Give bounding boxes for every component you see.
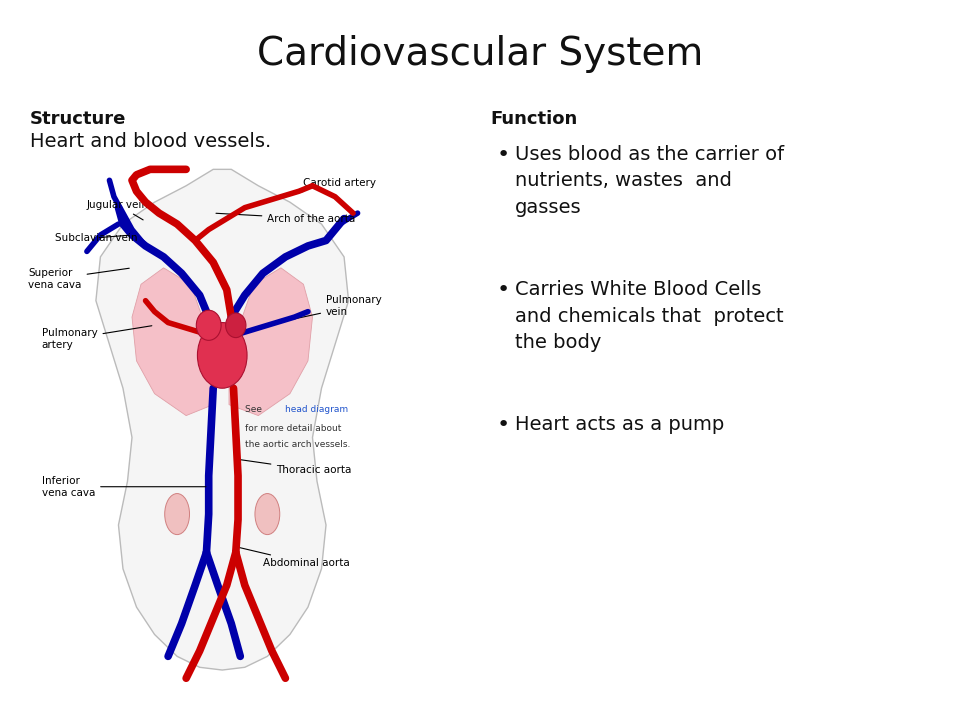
Text: for more detail about: for more detail about <box>245 424 341 433</box>
Polygon shape <box>229 268 313 415</box>
Text: Structure: Structure <box>30 110 127 128</box>
Text: Carotid artery: Carotid artery <box>283 178 376 196</box>
Polygon shape <box>96 169 348 670</box>
Text: Heart and blood vessels.: Heart and blood vessels. <box>30 132 272 151</box>
Text: head diagram: head diagram <box>285 405 348 413</box>
Polygon shape <box>132 268 215 415</box>
Text: Superior
vena cava: Superior vena cava <box>28 268 130 289</box>
Ellipse shape <box>165 494 189 534</box>
Text: Heart acts as a pump: Heart acts as a pump <box>515 415 724 434</box>
Text: Function: Function <box>490 110 577 128</box>
Text: Cardiovascular System: Cardiovascular System <box>257 35 703 73</box>
Text: Jugular vein: Jugular vein <box>87 200 149 220</box>
Ellipse shape <box>198 323 247 388</box>
Text: Pulmonary
artery: Pulmonary artery <box>42 325 152 350</box>
Ellipse shape <box>226 313 246 338</box>
Ellipse shape <box>255 494 279 534</box>
Text: Thoracic aorta: Thoracic aorta <box>241 460 351 475</box>
Text: Inferior
vena cava: Inferior vena cava <box>42 476 206 498</box>
Text: •: • <box>497 415 511 435</box>
Text: Arch of the aorta: Arch of the aorta <box>216 213 355 224</box>
Text: •: • <box>497 280 511 300</box>
Text: Subclavian vein: Subclavian vein <box>56 233 138 243</box>
Text: Carries White Blood Cells
and chemicals that  protect
the body: Carries White Blood Cells and chemicals … <box>515 280 783 352</box>
Text: •: • <box>497 145 511 165</box>
Ellipse shape <box>196 310 221 341</box>
Text: See: See <box>245 405 265 413</box>
Text: the aortic arch vessels.: the aortic arch vessels. <box>245 440 350 449</box>
Text: Abdominal aorta: Abdominal aorta <box>239 547 349 568</box>
Text: Pulmonary
vein: Pulmonary vein <box>293 295 382 319</box>
Text: Uses blood as the carrier of
nutrients, wastes  and
gasses: Uses blood as the carrier of nutrients, … <box>515 145 784 217</box>
